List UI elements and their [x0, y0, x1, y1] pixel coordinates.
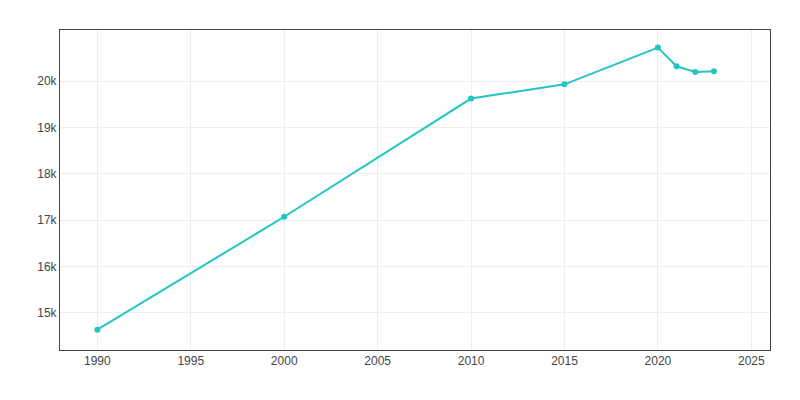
svg-text:2000: 2000	[271, 354, 298, 368]
svg-text:17k: 17k	[37, 213, 57, 227]
svg-text:2025: 2025	[738, 354, 765, 368]
svg-text:1990: 1990	[84, 354, 111, 368]
svg-text:16k: 16k	[37, 260, 57, 274]
svg-text:2015: 2015	[551, 354, 578, 368]
svg-text:19k: 19k	[37, 121, 57, 135]
svg-text:20k: 20k	[37, 74, 57, 88]
svg-text:2020: 2020	[645, 354, 672, 368]
svg-text:15k: 15k	[37, 306, 57, 320]
svg-text:1995: 1995	[177, 354, 204, 368]
svg-text:2005: 2005	[364, 354, 391, 368]
svg-text:2010: 2010	[458, 354, 485, 368]
svg-text:18k: 18k	[37, 167, 57, 181]
